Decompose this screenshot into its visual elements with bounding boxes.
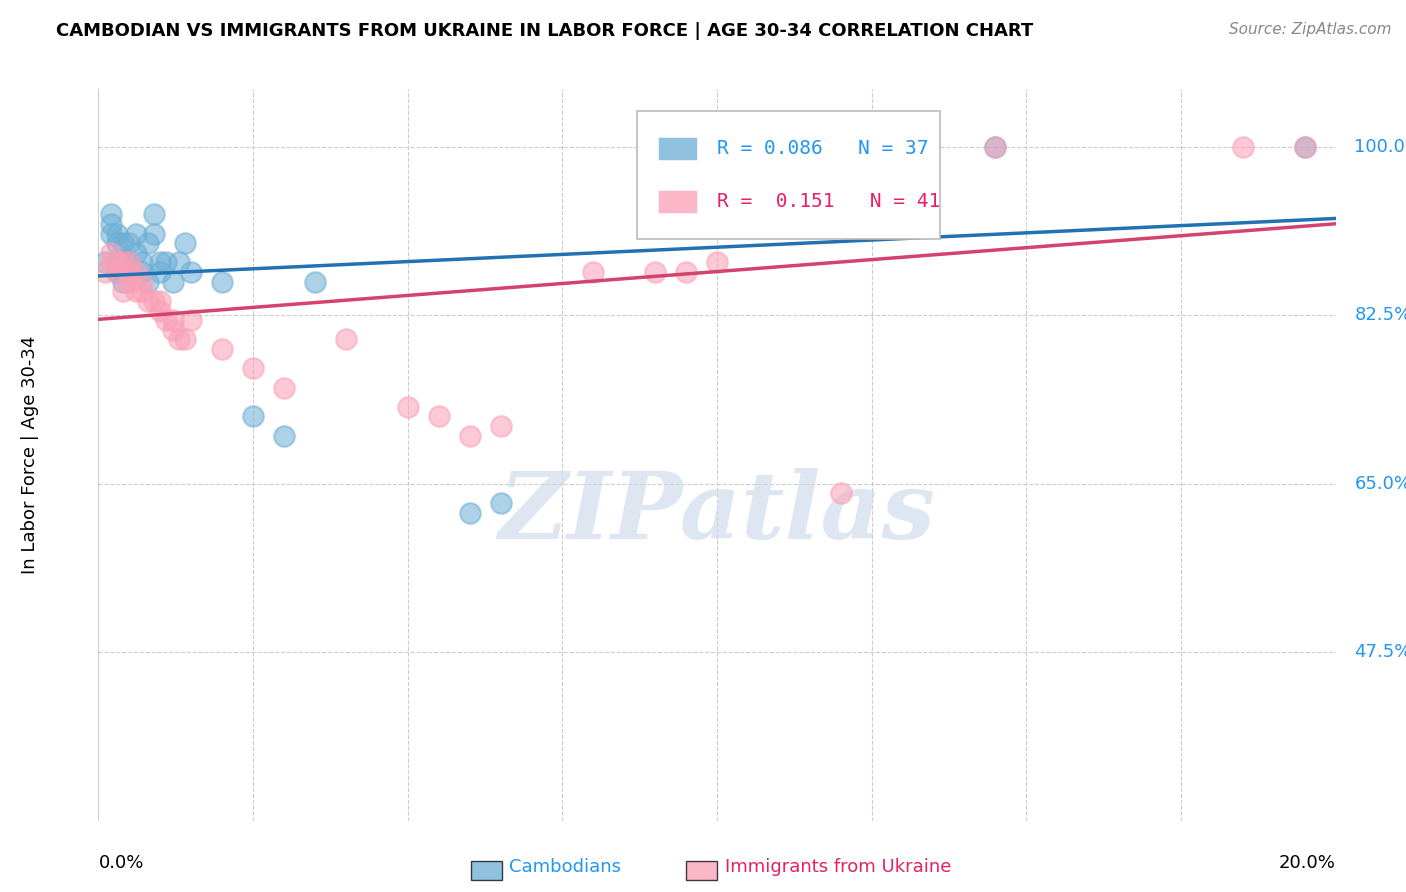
Point: [118, 255, 141, 269]
Point: [458, 506, 481, 520]
Text: R =  0.151   N = 41: R = 0.151 N = 41: [717, 192, 941, 211]
Point: [105, 227, 128, 241]
Point: [167, 333, 190, 347]
Point: [112, 236, 135, 251]
Text: Immigrants from Ukraine: Immigrants from Ukraine: [725, 858, 952, 876]
Point: [162, 323, 184, 337]
Text: ZIPatlas: ZIPatlas: [499, 468, 935, 558]
Point: [174, 333, 197, 347]
Point: [105, 265, 128, 279]
Point: [100, 207, 122, 221]
Point: [242, 361, 264, 376]
Point: [242, 409, 264, 424]
Point: [162, 275, 184, 289]
Point: [105, 255, 128, 269]
Point: [582, 265, 605, 279]
Point: [155, 255, 177, 269]
Point: [105, 255, 128, 269]
Text: 82.5%: 82.5%: [1354, 306, 1406, 325]
Point: [489, 419, 512, 434]
Point: [396, 400, 419, 414]
Point: [273, 428, 295, 442]
Point: [891, 140, 914, 154]
Point: [162, 313, 184, 327]
Point: [675, 265, 697, 279]
Point: [143, 207, 166, 221]
Point: [149, 265, 172, 279]
Point: [211, 275, 233, 289]
Point: [124, 285, 146, 299]
Text: 65.0%: 65.0%: [1354, 475, 1406, 492]
Text: 20.0%: 20.0%: [1279, 854, 1336, 871]
Point: [100, 217, 122, 231]
Point: [131, 265, 153, 279]
Point: [100, 227, 122, 241]
Point: [149, 293, 172, 308]
Point: [136, 236, 159, 251]
Text: 47.5%: 47.5%: [1354, 643, 1406, 661]
Text: CAMBODIAN VS IMMIGRANTS FROM UKRAINE IN LABOR FORCE | AGE 30-34 CORRELATION CHAR: CAMBODIAN VS IMMIGRANTS FROM UKRAINE IN …: [56, 22, 1033, 40]
Point: [112, 275, 135, 289]
FancyBboxPatch shape: [658, 190, 697, 213]
Point: [93, 255, 115, 269]
Point: [131, 275, 153, 289]
Point: [489, 496, 512, 510]
Point: [105, 236, 128, 251]
Point: [136, 275, 159, 289]
Point: [174, 236, 197, 251]
Point: [1294, 140, 1316, 154]
Point: [458, 428, 481, 442]
Point: [118, 236, 141, 251]
Text: 100.0%: 100.0%: [1354, 138, 1406, 156]
Point: [143, 293, 166, 308]
Text: 0.0%: 0.0%: [98, 854, 143, 871]
Point: [131, 285, 153, 299]
Point: [100, 245, 122, 260]
Point: [830, 486, 852, 500]
Point: [304, 275, 326, 289]
Point: [131, 255, 153, 269]
Point: [149, 255, 172, 269]
Point: [149, 303, 172, 318]
Point: [105, 265, 128, 279]
FancyBboxPatch shape: [658, 136, 697, 161]
Text: In Labor Force | Age 30-34: In Labor Force | Age 30-34: [21, 335, 39, 574]
Text: R = 0.086   N = 37: R = 0.086 N = 37: [717, 139, 928, 158]
Point: [112, 285, 135, 299]
Point: [124, 265, 146, 279]
Point: [984, 140, 1007, 154]
Point: [984, 140, 1007, 154]
Point: [1294, 140, 1316, 154]
Text: Cambodians: Cambodians: [509, 858, 621, 876]
Point: [155, 313, 177, 327]
Point: [211, 342, 233, 356]
Point: [335, 333, 357, 347]
FancyBboxPatch shape: [637, 112, 939, 239]
Point: [124, 245, 146, 260]
Point: [118, 275, 141, 289]
Point: [644, 265, 666, 279]
Point: [427, 409, 450, 424]
Point: [136, 293, 159, 308]
Point: [100, 255, 122, 269]
Text: Source: ZipAtlas.com: Source: ZipAtlas.com: [1229, 22, 1392, 37]
Point: [273, 380, 295, 394]
Point: [167, 255, 190, 269]
Point: [112, 255, 135, 269]
Point: [180, 265, 202, 279]
Point: [1232, 140, 1254, 154]
Point: [143, 227, 166, 241]
Point: [118, 255, 141, 269]
Point: [768, 140, 790, 154]
Point: [706, 255, 728, 269]
Point: [118, 265, 141, 279]
Point: [180, 313, 202, 327]
Point: [124, 227, 146, 241]
Point: [93, 265, 115, 279]
Point: [112, 255, 135, 269]
